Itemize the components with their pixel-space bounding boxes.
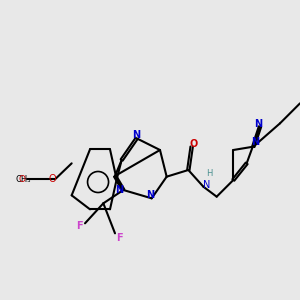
Text: O: O <box>189 139 197 149</box>
Text: F: F <box>76 221 82 231</box>
Text: N: N <box>115 185 123 195</box>
Text: N: N <box>251 137 259 147</box>
Text: O: O <box>19 175 26 184</box>
Text: N: N <box>133 130 141 140</box>
Text: N: N <box>146 190 154 200</box>
Text: N: N <box>202 180 210 190</box>
Text: O: O <box>48 174 56 184</box>
Text: F: F <box>116 233 123 243</box>
Text: H: H <box>206 169 212 178</box>
Text: N: N <box>254 119 262 129</box>
Text: CH₃: CH₃ <box>16 175 32 184</box>
